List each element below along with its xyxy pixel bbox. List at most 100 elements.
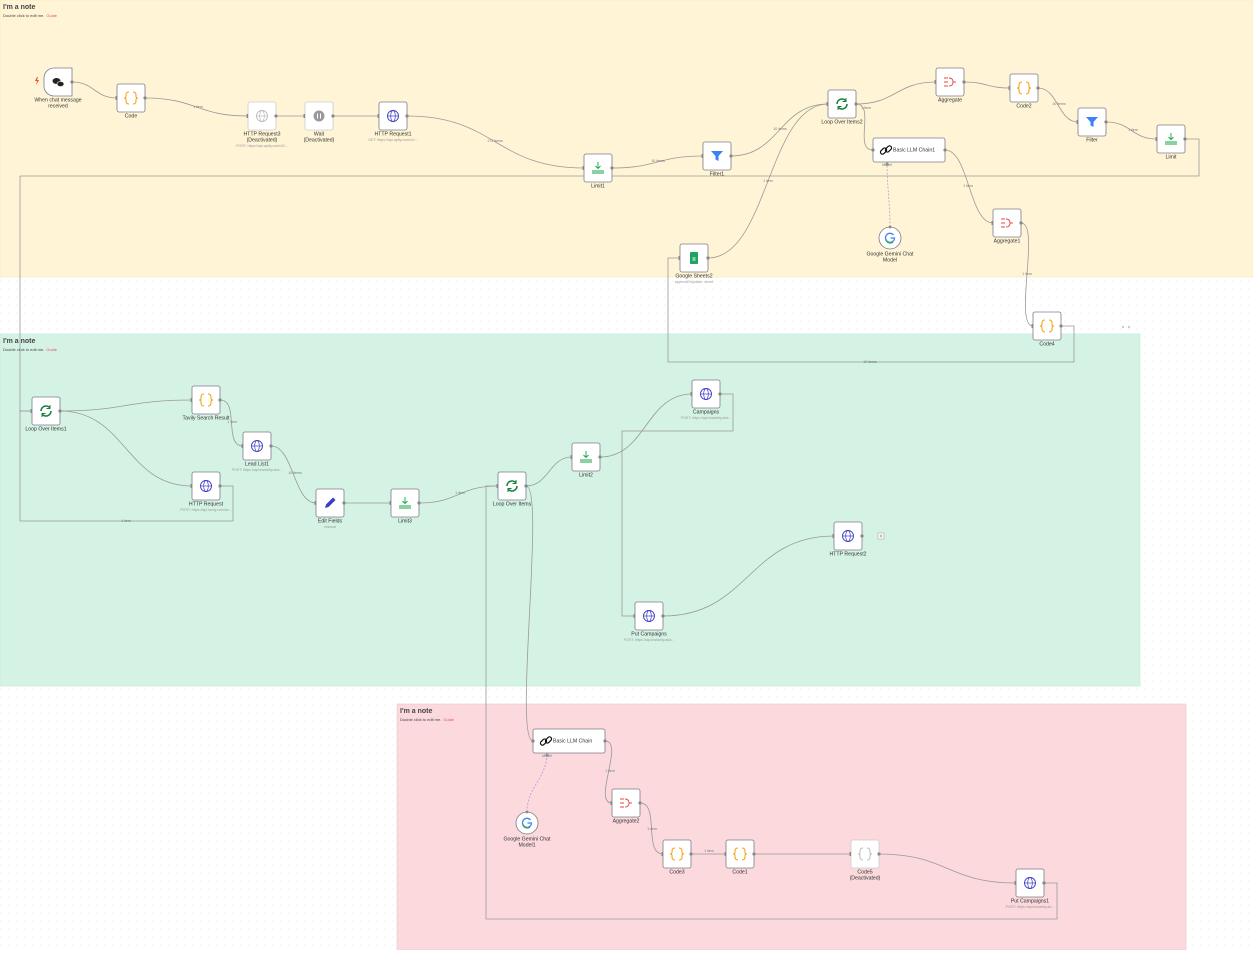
port-label: Model: [882, 163, 892, 167]
connection: [144, 97, 249, 117]
workflow-node[interactable]: Aggregate1: [991, 208, 1023, 244]
node-label: Code3: [669, 869, 684, 875]
edge-label: 1 item: [861, 106, 871, 110]
workflow-node[interactable]: Basic LLM Chain Model: [531, 728, 607, 758]
connection: [599, 393, 693, 458]
note-link[interactable]: Guide: [443, 717, 454, 722]
node-box: [611, 788, 641, 818]
node-label: Edit Fields: [318, 518, 343, 524]
workflow-node[interactable]: Limit1: [582, 153, 614, 189]
sticky-note[interactable]: I'm a note Double click to edit me. Guide: [0, 0, 1253, 278]
node-label: Basic LLM Chain1: [893, 147, 935, 153]
connection: [621, 393, 734, 617]
node-icon: [1016, 81, 1032, 95]
workflow-node[interactable]: Basic LLM Chain1 Model: [871, 137, 947, 167]
workflow-node[interactable]: HTTP Request3(Deactivated)POST: https://…: [236, 101, 288, 148]
node-sublabel: GET: https://api.apify.com/v2/...: [368, 138, 417, 142]
node-label: Put Campaigns: [631, 631, 667, 637]
workflow-node[interactable]: Limit2: [570, 442, 602, 478]
node-icon: [837, 98, 847, 110]
node-label: Campaigns: [693, 409, 720, 415]
workflow-node[interactable]: HTTP Request2: [829, 521, 867, 557]
workflow-node[interactable]: Code4: [1031, 311, 1063, 347]
connection: [219, 399, 244, 447]
workflow-node[interactable]: Loop Over Items2: [821, 89, 863, 125]
note-body: Double click to edit me. Guide: [400, 717, 455, 722]
node-icon: [1001, 218, 1013, 228]
note-link[interactable]: Guide: [46, 13, 57, 18]
node-box: [992, 208, 1022, 238]
port: [633, 614, 636, 618]
workflow-node[interactable]: Loop Over Items: [493, 471, 532, 507]
port: [871, 148, 875, 152]
workflow-node[interactable]: Aggregate2: [610, 788, 642, 824]
node-icon: [544, 736, 553, 744]
node-box: [191, 385, 221, 415]
port: [389, 501, 392, 505]
edge-label: 10 items: [773, 127, 787, 131]
note-bg: [0, 0, 1253, 278]
workflow-node[interactable]: Code3: [661, 839, 693, 875]
workflow-node[interactable]: Filter: [1076, 107, 1108, 143]
node-label: Aggregate1: [994, 238, 1021, 244]
workflow-node[interactable]: Aggregate: [934, 67, 966, 103]
node-sublabel: POST: https://api.instantly.ai/a...: [232, 468, 283, 472]
note-bg: [0, 333, 1141, 687]
port: [729, 154, 733, 158]
port: [58, 409, 62, 413]
port: [269, 444, 273, 448]
port: [531, 739, 535, 743]
node-box: [1032, 311, 1062, 341]
workflow-node[interactable]: Code: [115, 83, 147, 119]
workflow-node[interactable]: Wait(Deactivated): [303, 101, 335, 143]
sticky-note[interactable]: I'm a note Double click to edit me. Guide: [396, 703, 1187, 951]
workflow-node[interactable]: Tavily Search Result: [183, 385, 231, 421]
port: [832, 534, 835, 538]
workflow-node[interactable]: Limit: [1155, 124, 1187, 160]
node-label: Google Gemini Chat: [504, 836, 552, 842]
workflow-node[interactable]: Code5(Deactivated): [849, 839, 881, 881]
connection: [855, 103, 874, 151]
node-box: [827, 89, 857, 119]
edge-label: 1 item: [193, 105, 203, 109]
connection: [730, 103, 829, 157]
workflow-node[interactable]: Code1: [724, 839, 756, 875]
connection: [944, 149, 994, 224]
workflow-node[interactable]: Filter1: [701, 141, 733, 177]
connection: [963, 81, 1011, 89]
node-box: [662, 839, 692, 869]
dot: [1128, 326, 1130, 328]
workflow-node[interactable]: Loop Over Items1: [25, 396, 67, 432]
sticky-note[interactable]: I'm a note Double click to edit me. Guide: [0, 333, 1141, 687]
connection: [418, 485, 499, 504]
node-label: Loop Over Items2: [821, 119, 862, 125]
port: [826, 102, 829, 106]
node-label: HTTP Request1: [374, 131, 411, 137]
note-link[interactable]: Guide: [46, 347, 57, 352]
note-bg: [396, 703, 1187, 951]
workflow-node[interactable]: Limit3: [389, 488, 421, 524]
port: [496, 484, 499, 488]
node-icon: [1086, 117, 1098, 127]
connection: [270, 445, 317, 504]
node-icon: [1039, 319, 1055, 333]
node-label: Google Gemini Chat: [867, 251, 915, 257]
note-text: Double click to edit me.: [3, 347, 44, 352]
edge-label: 1 item: [1128, 128, 1138, 132]
port: [1019, 221, 1023, 225]
model-port: [885, 162, 889, 166]
node-icon: [198, 393, 214, 407]
port: [854, 102, 858, 106]
workflow-node[interactable]: Code2: [1008, 73, 1040, 109]
